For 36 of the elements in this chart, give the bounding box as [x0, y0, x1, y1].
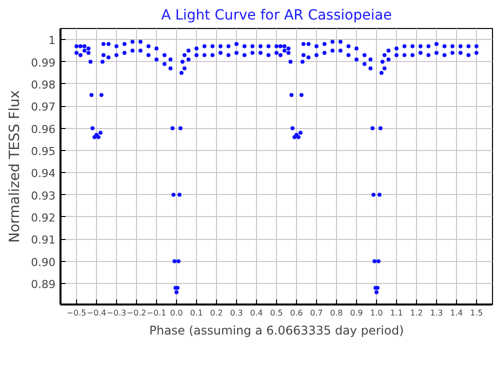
x-tick-label: 0.1: [190, 308, 203, 318]
x-tick-label: 1.2: [410, 308, 423, 318]
x-tick-label: 1.5: [470, 308, 483, 318]
y-tick-label: 0.96: [31, 122, 56, 136]
y-tick-label: 0.93: [31, 189, 56, 202]
x-tick-label: 0.8: [330, 308, 343, 318]
y-tick-label: 0.91: [31, 234, 56, 247]
x-tick-label: 1.4: [450, 308, 463, 318]
x-tick-label: 0.6: [290, 308, 303, 318]
y-tick-label: 0.90: [31, 256, 56, 269]
y-tick-label: 0.89: [31, 278, 56, 291]
y-tick-label: 0.94: [31, 167, 56, 180]
x-tick-label: −0.5: [66, 308, 86, 318]
y-tick-label: 0.92: [31, 211, 56, 224]
x-tick-label: 0.3: [230, 308, 243, 318]
y-tick-label: 0.95: [31, 144, 56, 158]
x-tick-label: 0.4: [250, 308, 263, 318]
x-tick-label: 0.2: [210, 308, 223, 318]
y-tick-label: 0.97: [31, 100, 56, 114]
x-tick-label: −0.1: [146, 308, 166, 318]
x-tick-label: −0.3: [106, 308, 126, 318]
x-tick-label: −0.2: [126, 308, 146, 318]
x-tick-label: −0.4: [86, 308, 106, 318]
chart-title: A Light Curve for AR Cassiopeiae: [161, 8, 392, 24]
y-axis-title: Normalized TESS Flux: [7, 90, 24, 243]
x-tick-label: 0.0: [170, 308, 183, 318]
y-tick-label: 1: [48, 34, 56, 48]
x-tick-label: 0.5: [270, 308, 283, 318]
x-tick-label: 1.3: [430, 308, 443, 318]
y-tick-label: 0.98: [31, 78, 56, 92]
x-tick-label: 0.7: [310, 308, 323, 318]
x-tick-label: 1.1: [390, 308, 403, 318]
x-tick-label: 1.0: [370, 308, 383, 318]
x-tick-label: 0.9: [350, 308, 363, 318]
x-axis-title: Phase (assuming a 6.0663335 day period): [149, 324, 404, 338]
y-tick-label: 0.99: [31, 56, 56, 70]
